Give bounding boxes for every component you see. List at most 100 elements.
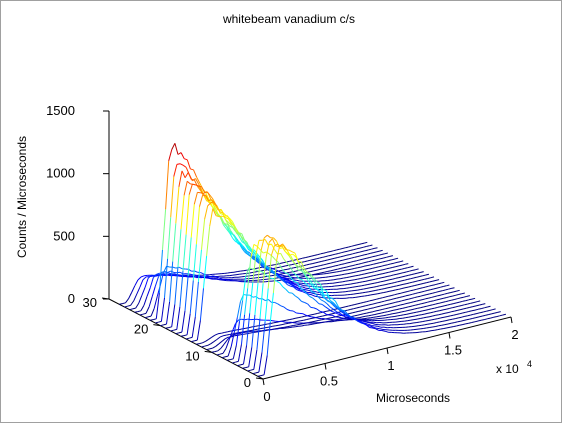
series-curve-segment <box>356 252 359 253</box>
series-curve-segment <box>465 316 468 317</box>
series-curve-segment <box>290 254 293 255</box>
series-curve-segment <box>443 298 446 299</box>
series-curve-segment <box>459 294 462 295</box>
series-curve-segment <box>410 313 413 314</box>
series-curve-segment <box>247 313 250 345</box>
series-curve-segment <box>327 263 330 264</box>
series-curve-segment <box>382 331 385 332</box>
series-curve-segment <box>158 321 161 322</box>
series-curve-segment <box>441 329 444 330</box>
series-curve-segment <box>153 319 156 320</box>
x-tick-mark <box>449 333 450 339</box>
series-curve-segment <box>418 292 421 293</box>
series-curve-segment <box>471 314 474 315</box>
series-curve-segment <box>249 347 252 367</box>
series-curve-segment <box>341 252 344 253</box>
series-curve-segment <box>452 295 455 296</box>
series-curve-segment <box>452 319 455 320</box>
series-curve-segment <box>464 296 467 297</box>
series-curve-segment <box>422 279 425 280</box>
series-curve-segment <box>467 296 470 297</box>
series-curve-segment <box>352 268 355 269</box>
series-curve-segment <box>284 327 287 328</box>
series-curve-segment <box>359 296 362 297</box>
series-curve-segment <box>168 275 171 276</box>
series-curve-segment <box>378 326 381 327</box>
series-curve-segment <box>210 348 213 349</box>
series-curve-segment <box>367 277 370 278</box>
series-curve-segment <box>223 335 226 336</box>
series-curve-segment <box>339 249 342 250</box>
series-curve-segment <box>128 305 131 306</box>
series-curve-segment <box>318 288 321 289</box>
series-curve-segment <box>195 282 198 317</box>
series-curve-segment <box>449 319 452 320</box>
series-curve-segment <box>427 294 430 295</box>
series-curve-segment <box>337 316 340 317</box>
series-curve-segment <box>427 306 430 307</box>
series-curve-segment <box>185 173 188 178</box>
series-curve-segment <box>481 308 484 309</box>
series-curve-segment <box>360 259 363 260</box>
series-curve-segment <box>194 170 197 177</box>
series-curve-segment <box>312 263 315 264</box>
x-axis-label: Microseconds <box>376 391 450 405</box>
series-curve-segment <box>371 294 374 295</box>
series-curve-segment <box>228 347 231 357</box>
series-curve-segment <box>362 285 365 286</box>
series-curve-segment <box>307 319 310 320</box>
series-curve-segment <box>323 311 326 312</box>
series-curve-segment <box>383 292 386 293</box>
series-curve-segment <box>256 268 259 269</box>
series-curve-segment <box>369 280 372 281</box>
series-curve-segment <box>289 319 292 320</box>
series-curve-segment <box>302 258 305 259</box>
series-curve-segment <box>365 262 368 263</box>
series-curve-segment <box>412 282 415 283</box>
series-curve-segment <box>429 320 432 321</box>
series-curve-segment <box>374 271 377 272</box>
series-curve-segment <box>362 274 365 275</box>
series-curve-segment <box>192 317 195 337</box>
series-curve-segment <box>488 314 491 315</box>
series-curve-segment <box>381 258 384 259</box>
series-curve-segment <box>420 295 423 296</box>
series-curve-segment <box>366 269 369 270</box>
series-curve-segment <box>302 325 305 326</box>
series-curve-segment <box>410 290 413 291</box>
series-curve-segment <box>392 313 395 314</box>
series-curve-segment <box>340 256 343 257</box>
x-tick-label: 2 <box>511 327 518 342</box>
series-curve-segment <box>173 267 176 268</box>
series-curve-segment <box>357 282 360 283</box>
series-curve-segment <box>463 301 466 302</box>
series-curve-segment <box>459 306 462 307</box>
series-curve-segment <box>446 297 449 298</box>
series-curve-segment <box>344 263 347 264</box>
series-curve-segment <box>192 184 195 185</box>
series-curve-segment <box>312 295 315 296</box>
series-curve-segment <box>373 311 376 312</box>
series-curve-segment <box>248 370 251 371</box>
series-curve-segment <box>298 298 301 301</box>
series-curve-segment <box>340 268 343 269</box>
series-curve-segment <box>249 327 252 328</box>
series-curve-segment <box>191 341 194 342</box>
series-curve-segment <box>473 306 476 307</box>
series-curve-segment <box>352 257 355 258</box>
series-curve-segment <box>449 296 452 297</box>
series-curve-segment <box>489 310 492 311</box>
series-curve-segment <box>414 297 417 298</box>
series-curve-segment <box>163 324 166 325</box>
series-curve-segment <box>200 195 203 206</box>
series-curve-segment <box>447 327 450 328</box>
series-curve-segment <box>403 296 406 297</box>
series-curve-segment <box>290 326 293 327</box>
series-curve-segment <box>346 288 349 289</box>
series-curve-segment <box>394 262 397 263</box>
series-curve-segment <box>278 280 281 281</box>
series-curve-segment <box>385 296 388 297</box>
z-axis-label: Counts / Microseconds <box>15 136 29 258</box>
series-curve-segment <box>319 273 322 274</box>
series-curve-segment <box>465 304 468 305</box>
